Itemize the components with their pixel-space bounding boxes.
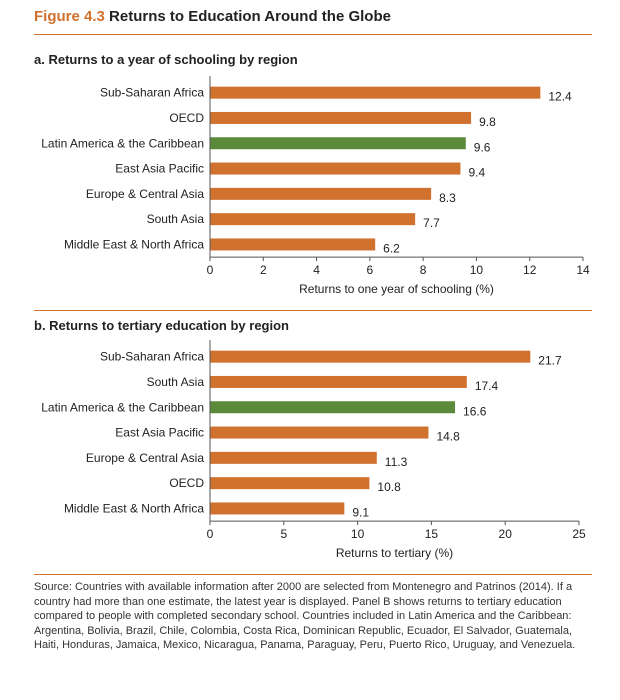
value-label: 17.4 <box>475 379 499 393</box>
category-label: OECD <box>169 476 204 490</box>
x-tick-label: 6 <box>367 263 374 277</box>
x-tick-label: 15 <box>425 527 439 541</box>
value-label: 9.4 <box>468 166 485 180</box>
x-tick-label: 12 <box>523 263 537 277</box>
x-tick-label: 10 <box>351 527 365 541</box>
value-label: 14.8 <box>436 430 460 444</box>
category-label: Europe & Central Asia <box>86 187 204 201</box>
x-tick-label: 10 <box>470 263 484 277</box>
value-label: 9.1 <box>352 505 369 519</box>
bar-0-0 <box>210 86 541 99</box>
panel-a-title: a. Returns to a year of schooling by reg… <box>34 52 298 67</box>
bar-1-6 <box>210 502 345 515</box>
bar-0-3 <box>210 162 461 175</box>
x-tick-label: 0 <box>207 263 214 277</box>
x-tick-label: 14 <box>576 263 590 277</box>
category-label: Sub-Saharan Africa <box>100 86 204 100</box>
source-note: Source: Countries with available informa… <box>34 581 576 651</box>
category-label: Sub-Saharan Africa <box>100 350 204 364</box>
bar-1-3 <box>210 426 429 439</box>
chart-a: Sub-Saharan Africa 12.4 OECD 9.8 Latin Ameri… <box>41 76 590 296</box>
x-tick-label: 8 <box>420 263 427 277</box>
category-label: Latin America & the Caribbean <box>41 136 204 150</box>
x-axis-label: Returns to tertiary (%) <box>336 546 453 560</box>
x-axis-label: Returns to one year of schooling (%) <box>299 282 494 296</box>
bar-1-2 <box>210 401 456 414</box>
bar-0-2 <box>210 137 466 150</box>
bar-0-4 <box>210 187 432 200</box>
x-tick-label: 20 <box>499 527 513 541</box>
bar-1-5 <box>210 477 370 490</box>
value-label: 16.6 <box>463 404 487 418</box>
category-label: Middle East & North Africa <box>64 501 204 515</box>
category-label: East Asia Pacific <box>115 426 204 440</box>
x-tick-label: 2 <box>260 263 267 277</box>
category-label: Middle East & North Africa <box>64 237 204 251</box>
source-rule <box>34 574 592 575</box>
bar-0-5 <box>210 213 416 226</box>
bar-0-1 <box>210 111 472 124</box>
x-tick-label: 5 <box>280 527 287 541</box>
chart-b: Sub-Saharan Africa 21.7 South Asia 17.4 Lati… <box>41 340 586 560</box>
value-label: 7.7 <box>423 216 440 230</box>
category-label: Europe & Central Asia <box>86 451 204 465</box>
figure-title: Figure 4.3 Returns to Education Around t… <box>34 8 391 25</box>
value-label: 6.2 <box>383 241 400 255</box>
panel-b-title: b. Returns to tertiary education by regi… <box>34 318 289 333</box>
category-label: East Asia Pacific <box>115 162 204 176</box>
bar-0-6 <box>210 238 376 251</box>
x-tick-label: 4 <box>313 263 320 277</box>
bar-1-0 <box>210 350 531 363</box>
x-tick-label: 25 <box>572 527 586 541</box>
value-label: 9.8 <box>479 115 496 129</box>
category-label: South Asia <box>147 212 205 226</box>
x-tick-label: 0 <box>207 527 214 541</box>
category-label: Latin America & the Caribbean <box>41 400 204 414</box>
bar-1-1 <box>210 375 467 388</box>
value-label: 11.3 <box>385 455 408 469</box>
bar-1-4 <box>210 451 377 464</box>
panel-divider <box>34 310 592 311</box>
title-rule <box>34 34 592 35</box>
value-label: 10.8 <box>377 480 401 494</box>
figure-title-text: Returns to Education Around the Globe <box>109 8 391 25</box>
value-label: 21.7 <box>538 354 562 368</box>
figure-number: Figure 4.3 <box>34 8 105 25</box>
category-label: South Asia <box>147 375 205 389</box>
value-label: 12.4 <box>548 90 572 104</box>
value-label: 9.6 <box>474 140 491 154</box>
value-label: 8.3 <box>439 191 456 205</box>
category-label: OECD <box>169 111 204 125</box>
